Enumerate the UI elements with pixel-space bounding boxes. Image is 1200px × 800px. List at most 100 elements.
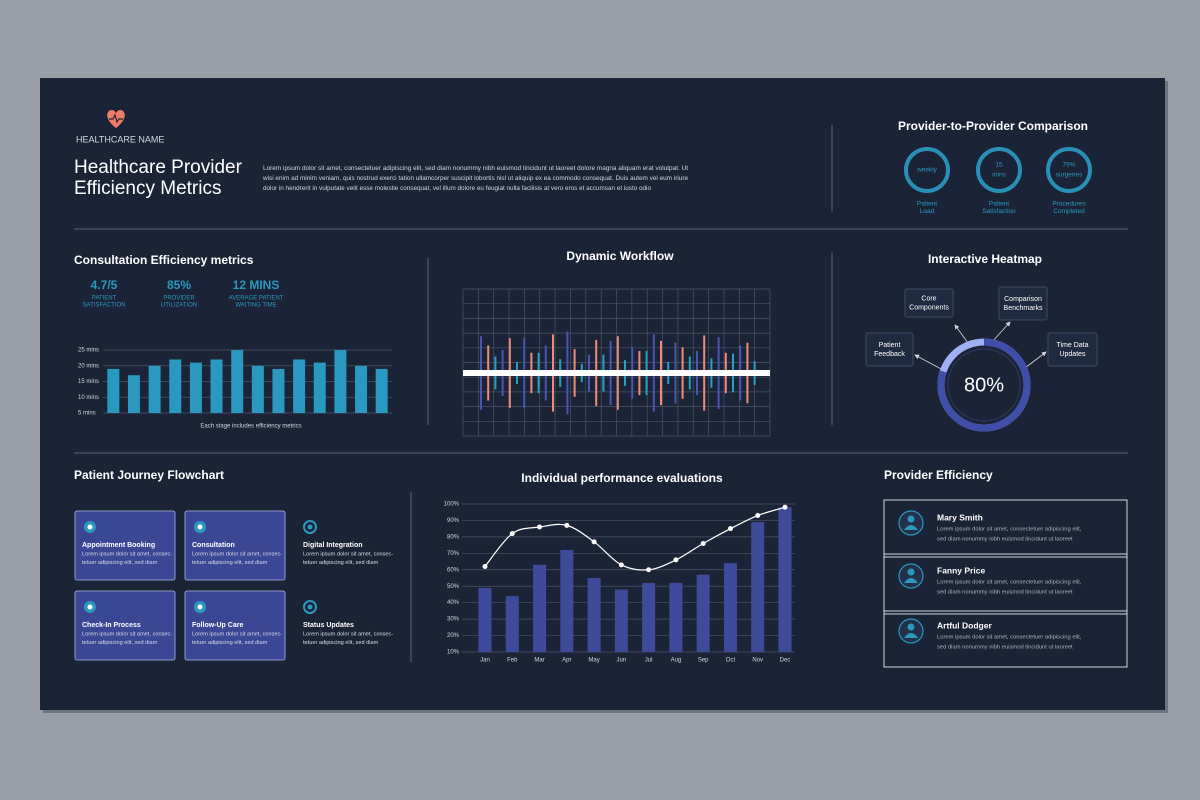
y-tick-label: 30% xyxy=(447,617,460,623)
y-tick-label: 10% xyxy=(447,650,460,656)
workflow-band xyxy=(463,370,770,376)
step-icon-core xyxy=(87,524,93,530)
x-tick-label: Dec xyxy=(780,658,791,664)
node-box xyxy=(1047,332,1098,367)
y-tick-label: 10 mins xyxy=(78,395,99,401)
stat-label: PATIENT xyxy=(92,296,117,302)
step-card xyxy=(184,510,286,581)
step-icon xyxy=(303,600,317,614)
section-title: Provider-to-Provider Comparison xyxy=(898,119,1088,133)
step-icon-core xyxy=(307,604,313,610)
x-tick-label: Oct xyxy=(726,658,736,664)
stat-value: 85% xyxy=(167,278,191,292)
stat-label: WAITING TIME xyxy=(235,303,276,309)
intro: Lorem ipsum dolor sit amet, consectetuer… xyxy=(263,165,688,172)
y-tick-label: 5 mins xyxy=(78,411,96,417)
stat-label: AVERAGE PATIENT xyxy=(229,296,284,302)
bar xyxy=(272,368,285,413)
point xyxy=(646,567,652,573)
step-desc: Lorem ipsum dolor sit amet, consec- xyxy=(82,631,172,637)
stat-value: 4.7/5 xyxy=(91,278,118,292)
ring-label: Patient xyxy=(917,201,937,208)
ring-label: Procedures xyxy=(1052,201,1086,208)
x-tick-label: Apr xyxy=(562,658,571,664)
bar xyxy=(107,368,120,413)
point xyxy=(537,524,543,530)
ring-value: mins xyxy=(992,172,1006,179)
point xyxy=(727,526,733,532)
bar xyxy=(478,587,492,652)
node-arrow xyxy=(1024,351,1047,369)
stat-label: PROVIDER xyxy=(163,296,195,302)
bar xyxy=(375,368,388,413)
ring-value: surgeries xyxy=(1056,172,1083,179)
bar xyxy=(642,582,656,652)
bar xyxy=(723,563,737,652)
bar xyxy=(587,578,601,652)
avatar-body xyxy=(904,578,918,583)
bar xyxy=(148,365,161,413)
step-desc: tetuer adipiscing elit, sed diam xyxy=(192,560,268,566)
y-tick-label: 100% xyxy=(444,502,460,508)
x-tick-label: Jan xyxy=(480,658,490,664)
provider-desc: sed diam nonummy nibh euismod tincidunt … xyxy=(937,645,1073,651)
node-arrow xyxy=(914,354,944,371)
bar xyxy=(189,362,202,413)
step-desc: tetuer adipiscing elit, sed diam xyxy=(192,640,268,646)
provider-desc: sed diam nonummy nibh euismod tincidunt … xyxy=(937,537,1073,543)
ring-value: 15 xyxy=(995,162,1003,169)
x-tick-label: Nov xyxy=(752,658,763,664)
section-title: Patient Journey Flowchart xyxy=(74,468,224,482)
node-arrow xyxy=(991,321,1011,343)
step-title: Consultation xyxy=(192,542,235,549)
step-icon-core xyxy=(197,524,203,530)
avatar-head xyxy=(907,515,915,523)
stat-label: UTILIZATION xyxy=(161,303,197,309)
provider-box xyxy=(883,499,1128,668)
donut-label: 80% xyxy=(964,374,1004,396)
y-tick-label: 20 mins xyxy=(78,363,99,369)
section-title: Dynamic Workflow xyxy=(566,249,674,263)
bar xyxy=(231,350,244,413)
provider-desc: Lorem ipsum dolor sit amet, consectetuer… xyxy=(937,527,1082,533)
provider-name: Artful Dodger xyxy=(937,620,992,630)
ring-value: weekly xyxy=(916,167,938,174)
bar xyxy=(614,589,628,652)
step-title: Check-In Process xyxy=(82,622,141,629)
x-tick-label: Aug xyxy=(671,658,682,664)
ring xyxy=(976,147,1022,193)
main-title: Healthcare Provider xyxy=(74,157,243,178)
ring-label: Load xyxy=(920,208,935,215)
avatar xyxy=(898,510,924,536)
stat-value: 12 MINS xyxy=(233,278,280,292)
point xyxy=(755,513,761,519)
provider-name: Mary Smith xyxy=(937,512,983,522)
avatar xyxy=(898,618,924,644)
bar xyxy=(355,365,368,413)
node-label: Comparison xyxy=(1004,296,1042,303)
node-label: Core xyxy=(921,295,936,302)
point xyxy=(700,540,706,546)
provider-desc: Lorem ipsum dolor sit amet, consectetuer… xyxy=(937,635,1082,641)
bar xyxy=(751,522,765,652)
node-arrow xyxy=(954,324,969,344)
step-desc: tetuer adipiscing elit, sed diam xyxy=(303,560,379,566)
step-card xyxy=(74,510,176,581)
provider-desc: sed diam nonummy nibh euismod tincidunt … xyxy=(937,590,1073,596)
y-tick-label: 20% xyxy=(447,633,460,639)
avatar-head xyxy=(907,568,915,576)
intro: wisi enim ad minim veniam, quis nostrud … xyxy=(262,175,688,182)
y-tick-label: 60% xyxy=(447,567,460,573)
provider-name: Fanny Price xyxy=(937,565,985,575)
point xyxy=(509,531,515,537)
bar xyxy=(293,359,306,413)
step-desc: Lorem ipsum dolor sit amet, consec- xyxy=(192,551,282,557)
donut-arc xyxy=(937,338,1031,432)
step-title: Follow-Up Care xyxy=(192,622,243,629)
step-title: Status Updates xyxy=(303,622,354,629)
main-title: Efficiency Metrics xyxy=(74,178,221,199)
section-title: Interactive Heatmap xyxy=(928,252,1042,266)
node-label: Time Data xyxy=(1056,342,1088,349)
bar xyxy=(251,365,264,413)
